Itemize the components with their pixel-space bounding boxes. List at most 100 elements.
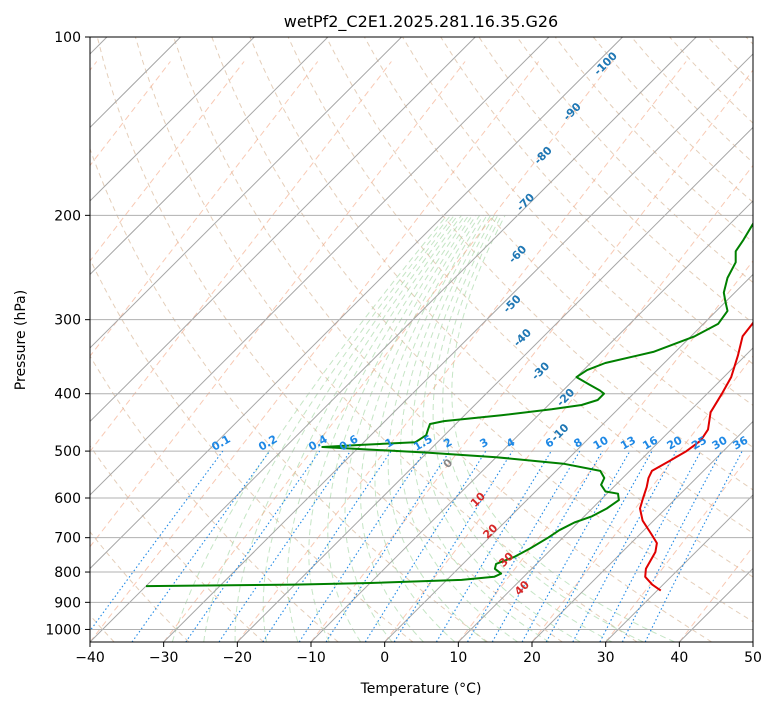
reference-line xyxy=(90,61,319,357)
reference-line xyxy=(384,164,753,642)
dry-adiabat xyxy=(745,37,753,45)
x-tick-label: 20 xyxy=(523,650,541,666)
mixing-ratio-label: 10 xyxy=(591,433,611,452)
dry-adiabat xyxy=(90,355,339,642)
dry-adiabat xyxy=(90,445,264,642)
moist-adiabat xyxy=(442,215,644,642)
y-tick-label: 900 xyxy=(54,595,81,611)
sounding-series xyxy=(145,221,753,592)
y-tick-label: 700 xyxy=(54,531,81,547)
dewpoint-line xyxy=(145,221,753,588)
mixing-ratio-label: 0.2 xyxy=(256,433,279,454)
dry-adiabat xyxy=(90,258,414,642)
mixing-ratio-line xyxy=(185,450,321,642)
x-tick-label: 0 xyxy=(380,650,389,666)
dry-adiabat xyxy=(249,37,753,578)
moist-adiabat xyxy=(308,215,466,642)
mixing-ratio-label: 25 xyxy=(689,434,709,453)
moist-adiabat xyxy=(203,214,451,642)
moist-adiabat xyxy=(344,215,473,642)
mixing-ratio-line xyxy=(262,450,392,642)
mixing-ratio-line xyxy=(572,450,677,642)
mixing-ratio-line xyxy=(218,450,351,642)
reference-line xyxy=(236,61,687,642)
isotherm xyxy=(163,53,753,642)
moist-adiabat xyxy=(387,215,487,642)
moist-adiabat xyxy=(374,215,481,642)
dry-adiabat xyxy=(402,37,753,406)
mixing-ratio-line xyxy=(644,450,743,642)
mixing-ratio-line xyxy=(521,450,631,642)
moist-adiabat xyxy=(451,215,675,642)
mixing-ratio-line xyxy=(545,450,653,642)
mixing-ratio-label: 8 xyxy=(572,436,585,451)
moist-adiabat-label: -80 xyxy=(532,144,555,167)
moist-adiabat xyxy=(422,215,581,642)
mixing-ratio-label: 13 xyxy=(618,434,638,453)
dry-adiabat xyxy=(173,37,712,642)
chart-title: wetPf2_C2E1.2025.281.16.35.G26 xyxy=(284,12,558,32)
isotherm xyxy=(678,567,753,642)
x-tick-label: −20 xyxy=(223,650,253,666)
isotherm xyxy=(90,37,329,276)
moist-adiabat-label: -30 xyxy=(529,359,552,382)
reference-line xyxy=(605,450,753,642)
x-tick-label: −40 xyxy=(75,650,105,666)
y-tick-label: 300 xyxy=(54,313,81,329)
y-tick-label: 800 xyxy=(54,565,81,581)
moist-adiabat xyxy=(400,215,518,642)
y-axis-label: Pressure (hPa) xyxy=(13,290,29,390)
reference-line xyxy=(90,61,392,453)
moist-adiabat xyxy=(262,214,459,642)
isotherm xyxy=(90,37,255,202)
isotherm xyxy=(236,126,753,642)
reference-line-label: 10 xyxy=(468,490,488,510)
isotherm xyxy=(310,200,753,642)
x-tick-label: 10 xyxy=(449,650,467,666)
moist-adiabat xyxy=(432,215,613,642)
dry-adiabat xyxy=(90,530,190,642)
y-tick-label: 500 xyxy=(54,444,81,460)
reference-line-label: 40 xyxy=(512,578,532,598)
x-tick-label: 30 xyxy=(597,650,615,666)
moist-adiabat-label: -70 xyxy=(514,190,537,213)
moist-adiabat xyxy=(327,215,470,642)
reference-line xyxy=(310,69,753,642)
mixing-ratio-label: 3 xyxy=(478,436,491,451)
reference-line xyxy=(163,61,613,642)
mixing-ratio-line xyxy=(467,450,581,642)
mixing-ratio-label: 36 xyxy=(731,433,751,452)
reference-line xyxy=(531,355,753,642)
dry-adiabat xyxy=(516,37,753,284)
plot-frame xyxy=(89,36,754,643)
background-lines xyxy=(90,37,753,642)
reference-line xyxy=(90,61,466,548)
y-tick-label: 1000 xyxy=(45,622,81,638)
mixing-ratio-line xyxy=(393,450,513,642)
mixing-ratio-line xyxy=(298,450,426,642)
y-tick-label: 400 xyxy=(54,387,81,403)
mixing-ratio-line xyxy=(90,450,224,632)
moist-adiabat xyxy=(360,215,477,642)
x-tick-label: −30 xyxy=(149,650,179,666)
isotherm xyxy=(90,37,697,642)
dry-adiabat xyxy=(134,37,638,642)
isotherm xyxy=(531,420,753,642)
y-tick-label: 200 xyxy=(54,208,81,224)
isotherm xyxy=(90,37,476,423)
mixing-ratio-label: 0.1 xyxy=(209,433,232,454)
isotherm xyxy=(90,37,402,349)
mixing-ratio-label: 20 xyxy=(665,433,685,452)
dry-adiabat xyxy=(96,37,563,642)
mixing-ratio-label: 0.6 xyxy=(337,432,361,453)
mixing-ratio-label: 0.4 xyxy=(306,432,330,453)
dry-adiabat xyxy=(440,37,753,365)
reference-line-label: 30 xyxy=(496,549,516,569)
axes: −40 −30 −20 −10 0 10 20 30 40 50 100 200 300 400 500 60… xyxy=(45,30,762,666)
mixing-ratio-label: 1.5 xyxy=(411,433,434,454)
moist-adiabat xyxy=(234,214,455,642)
isotherm xyxy=(752,641,753,642)
isotherm xyxy=(457,347,753,642)
mixing-ratio-label: 30 xyxy=(710,433,730,452)
